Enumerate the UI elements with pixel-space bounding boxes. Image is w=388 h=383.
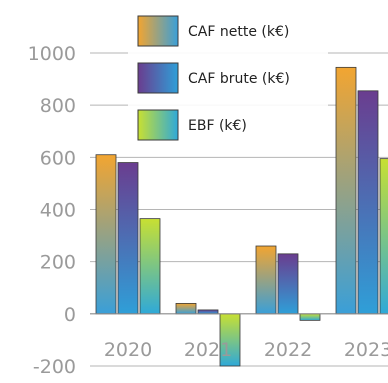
y-tick-label: 200 xyxy=(40,252,76,274)
bar-2021-1 xyxy=(175,302,197,315)
legend-label: EBF (k€) xyxy=(188,118,247,134)
y-tick-label: 0 xyxy=(64,304,76,326)
x-tick-label: 2022 xyxy=(264,339,312,361)
legend-swatch xyxy=(137,62,179,94)
x-tick-label: 2020 xyxy=(104,339,152,361)
legend-swatch xyxy=(137,15,179,47)
y-tick-label: -200 xyxy=(33,356,76,378)
bar-2022-3 xyxy=(299,313,321,321)
bar-2020-2 xyxy=(117,162,139,315)
bar-2022-2 xyxy=(277,253,299,315)
x-tick-label: 2021 xyxy=(184,339,232,361)
y-tick-label: 1000 xyxy=(28,43,76,65)
bar-2023-3 xyxy=(379,158,388,315)
legend: CAF nette (k€) CAF brute (k€) EBF (k€) xyxy=(128,8,328,148)
x-axis-tick-labels: 2020 2021 2022 2023 xyxy=(104,339,388,361)
y-tick-label: 600 xyxy=(40,147,76,169)
bar-2022-1 xyxy=(255,245,277,315)
y-tick-label: 400 xyxy=(40,200,76,222)
x-tick-label: 2023 xyxy=(344,339,388,361)
bars xyxy=(95,66,388,367)
bar-2023-1 xyxy=(335,66,357,315)
bar-2020-1 xyxy=(95,154,117,315)
legend-swatch xyxy=(137,109,179,141)
legend-label: CAF brute (k€) xyxy=(188,71,290,87)
bar-2020-3 xyxy=(139,218,161,315)
legend-label: CAF nette (k€) xyxy=(188,24,289,40)
bar-2023-2 xyxy=(357,90,379,315)
y-axis-tick-labels: -200 0 200 400 600 800 1000 xyxy=(28,43,76,378)
y-tick-label: 800 xyxy=(40,95,76,117)
